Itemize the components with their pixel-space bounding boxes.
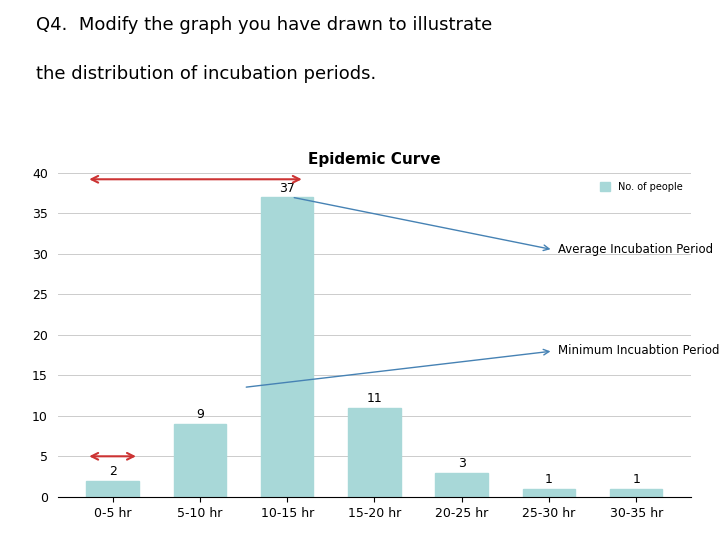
Text: Minimum Incuabtion Period: Minimum Incuabtion Period [558,345,719,357]
Bar [436,472,488,497]
Text: Q4.  Modify the graph you have drawn to illustrate: Q4. Modify the graph you have drawn to i… [36,16,492,34]
Bar [348,408,400,497]
Bar [610,489,662,497]
Text: 2: 2 [109,465,117,478]
Text: Average Incubation Period: Average Incubation Period [558,243,713,256]
Legend: No. of people: No. of people [596,178,686,195]
Text: 1: 1 [545,473,553,486]
Bar [523,489,575,497]
Text: 37: 37 [279,181,295,195]
Bar [174,424,226,497]
Bar [261,197,313,497]
Text: 9: 9 [196,408,204,421]
Text: 1: 1 [632,473,640,486]
Title: Epidemic Curve: Epidemic Curve [308,152,441,167]
Text: the distribution of incubation periods.: the distribution of incubation periods. [36,65,377,83]
Bar [86,481,139,497]
Text: 11: 11 [366,392,382,405]
Text: 3: 3 [458,457,466,470]
